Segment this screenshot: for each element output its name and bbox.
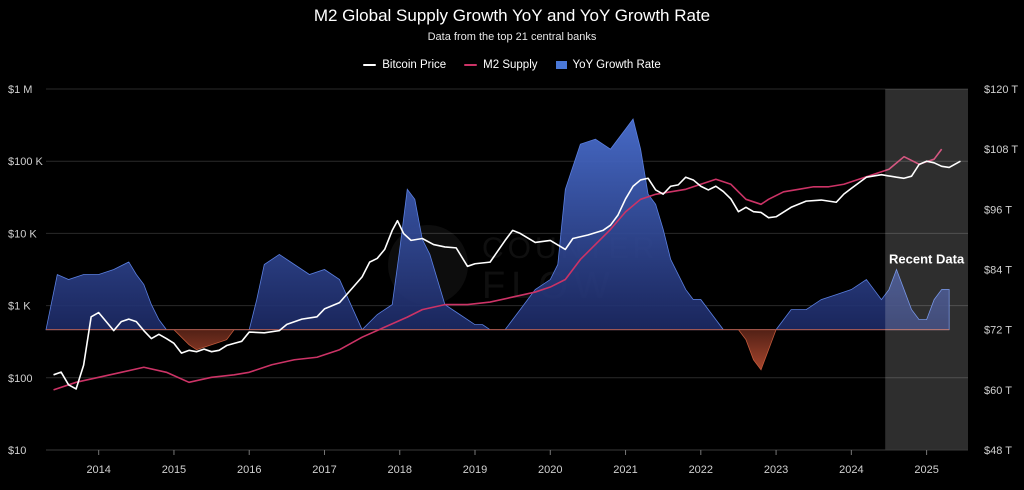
bitcoin-line-layer <box>53 160 961 390</box>
right-tick-label-6: $120 T <box>984 84 1018 96</box>
growth-area-layer <box>45 118 950 371</box>
recent-data-label: Recent Data <box>889 252 965 267</box>
right-tick-label-0: $48 T <box>984 445 1012 457</box>
legend-swatch-growth <box>555 61 567 69</box>
x-tick-label-7: 2021 <box>613 464 637 476</box>
legend-label-growth: YoY Growth Rate <box>572 59 661 71</box>
legend-swatch-bitcoin <box>363 64 377 66</box>
chart-title: M2 Global Supply Growth YoY and YoY Grow… <box>313 6 711 25</box>
left-tick-label-4: $100 K <box>8 156 44 168</box>
bitcoin-price-line <box>53 160 961 390</box>
x-tick-label-6: 2020 <box>538 464 562 476</box>
left-axis: $10 $100 $1 K $10 K $100 K $1 M <box>8 84 44 457</box>
left-tick-label-0: $10 <box>8 445 26 457</box>
legend-label-bitcoin: Bitcoin Price <box>382 59 447 71</box>
x-tick-label-8: 2022 <box>689 464 713 476</box>
left-tick-label-3: $10 K <box>8 228 37 240</box>
right-axis: $48 T $60 T $72 T $84 T $96 T $108 T $120 T <box>984 84 1018 457</box>
legend-item-m2[interactable]: M2 Supply <box>464 59 538 71</box>
x-tick-label-0: 2014 <box>86 464 110 476</box>
x-tick-label-9: 2023 <box>764 464 788 476</box>
m2-supply-line <box>53 148 943 391</box>
x-axis: 2014 2015 2016 2017 2018 2019 2020 2021 2022 2023… <box>46 449 968 476</box>
left-tick-label-5: $1 M <box>8 84 32 96</box>
x-tick-label-2: 2016 <box>237 464 261 476</box>
right-tick-label-3: $84 T <box>984 265 1012 277</box>
recent-data-shade <box>885 89 968 450</box>
left-tick-label-2: $1 K <box>8 301 31 313</box>
x-tick-label-3: 2017 <box>312 464 336 476</box>
chart-subtitle: Data from the top 21 central banks <box>427 31 597 43</box>
growth-area-negative <box>46 329 950 371</box>
x-tick-label-1: 2015 <box>162 464 186 476</box>
legend-item-growth[interactable]: YoY Growth Rate <box>555 59 661 71</box>
x-tick-label-10: 2024 <box>839 464 863 476</box>
right-tick-label-1: $60 T <box>984 385 1012 397</box>
legend-swatch-m2 <box>464 64 478 66</box>
m2-line-layer <box>53 148 943 391</box>
x-tick-label-5: 2019 <box>463 464 487 476</box>
x-tick-label-11: 2025 <box>914 464 938 476</box>
left-tick-label-1: $100 <box>8 373 32 385</box>
right-tick-label-5: $108 T <box>984 144 1018 156</box>
right-tick-label-4: $96 T <box>984 204 1012 216</box>
right-tick-label-2: $72 T <box>984 325 1012 337</box>
x-tick-label-4: 2018 <box>388 464 412 476</box>
legend-label-m2: M2 Supply <box>483 59 538 71</box>
recent-data-region: Recent Data <box>885 89 968 450</box>
legend-item-bitcoin[interactable]: Bitcoin Price <box>363 59 446 71</box>
chart-legend: Bitcoin Price M2 Supply YoY Growth Rate <box>0 59 1024 71</box>
